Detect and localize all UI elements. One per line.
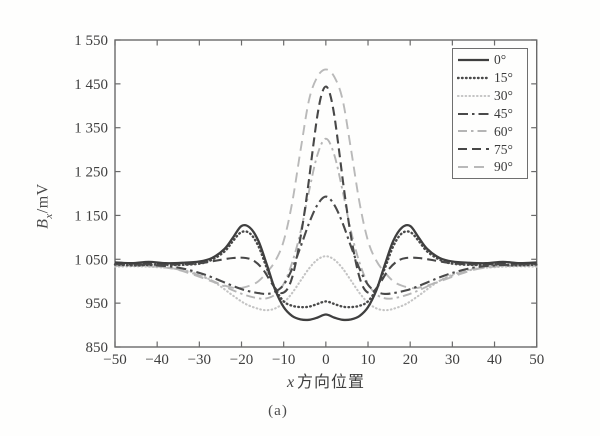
legend-item-15deg: 15° (457, 70, 527, 86)
curve-15deg (113, 230, 538, 309)
y-tick-label: 1 350 (74, 121, 108, 137)
curve-30deg (113, 255, 538, 312)
legend-line-sample-60deg (458, 130, 489, 133)
y-tick-label: 950 (86, 296, 109, 312)
x-tick-label: 40 (487, 352, 502, 368)
legend-line-sample-30deg (457, 94, 490, 97)
legend-line-sample-45deg (458, 112, 489, 115)
x-tick-label: 50 (529, 352, 544, 368)
y-tick-label: 1 550 (74, 33, 108, 49)
y-axis-quantity: B (34, 218, 52, 229)
legend-line-sample-90deg (458, 166, 489, 169)
x-tick-label: −50 (103, 352, 126, 368)
legend-label: 45° (494, 105, 513, 121)
x-axis-title: x 方向位置 (115, 368, 537, 392)
y-tick-label: 1 250 (74, 165, 108, 181)
y-axis-title: Bx/mV (35, 183, 55, 229)
legend-label: 15° (494, 70, 513, 85)
legend-item-45deg: 45° (457, 106, 527, 122)
legend-label: 30° (494, 87, 513, 103)
curve-60deg (114, 137, 537, 300)
legend-label: 0° (494, 52, 507, 68)
y-tick-label: 1 050 (74, 252, 108, 268)
x-tick-label: 10 (361, 352, 376, 368)
x-axis-quantity: x (286, 374, 296, 391)
legend-item-75deg: 75° (457, 141, 527, 157)
x-tick-label: −20 (230, 352, 253, 368)
y-tick-label: 1 150 (74, 208, 108, 224)
y-axis-subscript: x (42, 213, 55, 219)
legend-line-sample-75deg (458, 148, 489, 151)
y-axis-unit: /mV (34, 183, 52, 214)
legend-item-30deg: 30° (457, 88, 527, 104)
legend-line-sample-0deg (458, 58, 489, 62)
curve-90deg (114, 68, 537, 290)
x-tick-label: −10 (272, 352, 295, 368)
legend-label: 75° (494, 141, 513, 157)
y-tick-label: 1 450 (74, 77, 108, 93)
legend-label: 60° (494, 123, 513, 139)
legend-line-sample-15deg (457, 76, 490, 79)
curve-75deg (114, 85, 537, 295)
legend-item-90deg: 90° (457, 159, 527, 175)
x-tick-label: 0 (322, 352, 330, 368)
curve-0deg (114, 223, 537, 322)
curve-45deg (114, 195, 537, 296)
legend-item-0deg: 0° (457, 52, 527, 68)
x-tick-label: 30 (445, 352, 460, 368)
x-axis-text: 方向位置 (297, 374, 366, 391)
x-tick-label: −40 (145, 352, 168, 368)
y-tick-label: 850 (86, 340, 109, 356)
x-tick-label: 20 (403, 352, 418, 368)
subfigure-caption: (a) (268, 403, 288, 419)
legend: 0° 15° 30° 45° 60° 75° 90° (452, 48, 528, 179)
legend-item-60deg: 60° (457, 123, 527, 139)
legend-label: 90° (494, 159, 513, 175)
x-tick-label: −30 (188, 352, 211, 368)
